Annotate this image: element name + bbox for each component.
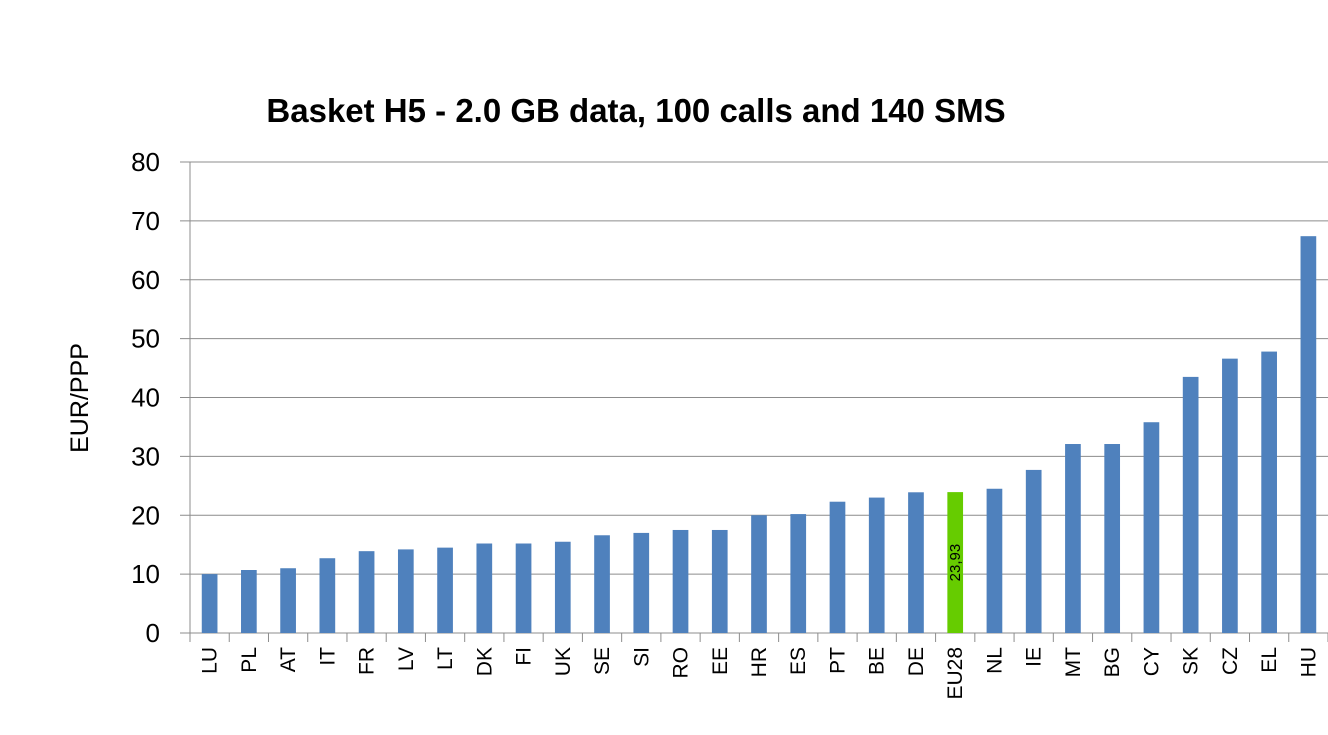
bar-de — [908, 492, 924, 633]
x-axis-ticks: LU PL AT IT FR LV LT DK FI UK SE SI RO EE HR ES PT BE DE EU… — [199, 647, 1321, 700]
x-tick-label: FR — [356, 647, 379, 675]
bar-lt — [437, 547, 453, 633]
bar-es — [790, 514, 807, 633]
bar-uk — [554, 541, 571, 633]
y-tick-label: 40 — [131, 383, 160, 413]
x-tick-label: IT — [316, 647, 339, 666]
bar-be — [868, 497, 885, 633]
bar-se — [594, 535, 610, 633]
x-tick-label: SE — [591, 647, 614, 675]
bar-it — [319, 558, 336, 633]
y-tick-label: 10 — [131, 559, 160, 589]
bar-nl — [986, 488, 1003, 633]
y-axis-label: EUR/PPP — [66, 343, 94, 453]
x-tick-label: FI — [513, 647, 536, 666]
x-tick-label: BE — [866, 647, 889, 675]
y-tick-label: 30 — [131, 441, 160, 471]
x-tick-label: HU — [1297, 647, 1320, 677]
bar-eu28 — [947, 492, 964, 633]
x-tick-label: BG — [1101, 647, 1124, 677]
bar-fi — [515, 543, 532, 633]
x-tick-label: LU — [199, 647, 222, 674]
bar-pt — [829, 501, 846, 633]
bars — [201, 236, 1317, 633]
x-tick-label: IE — [1023, 647, 1046, 667]
x-tick-label: UK — [552, 647, 575, 676]
y-tick-label: 20 — [131, 500, 160, 530]
bar-hr — [751, 515, 767, 633]
x-tick-label: CY — [1140, 647, 1163, 676]
bar-fr — [358, 551, 375, 633]
y-tick-label: 50 — [131, 324, 160, 354]
bar-dk — [476, 543, 493, 633]
y-tick-label: 0 — [146, 618, 160, 648]
x-tick-label: PT — [826, 647, 849, 674]
x-tick-label: HR — [748, 647, 771, 677]
x-tick-label: AT — [277, 647, 300, 672]
x-tick-label: LV — [395, 647, 418, 671]
x-tick-label: DE — [905, 647, 928, 676]
x-tick-label: MT — [1062, 647, 1085, 677]
bar-at — [280, 568, 296, 633]
x-tick-label: SK — [1180, 647, 1203, 675]
bar-cy — [1143, 422, 1160, 633]
bar-ee — [711, 529, 728, 633]
y-tick-label: 80 — [131, 147, 160, 177]
x-tick-label: NL — [983, 647, 1006, 674]
chart-title: Basket H5 - 2.0 GB data, 100 calls and 1… — [266, 92, 1005, 129]
data-label: 23,93 — [947, 544, 964, 582]
x-tick-label: EU28 — [944, 647, 967, 700]
x-tick-label: PL — [238, 647, 261, 673]
bar-sk — [1182, 376, 1199, 633]
bar-si — [633, 532, 650, 633]
x-tick-label: EL — [1258, 647, 1281, 673]
x-tick-label: DK — [473, 647, 496, 676]
x-tick-label: RO — [670, 647, 693, 679]
bar-lv — [397, 549, 414, 633]
x-tick-label: SI — [630, 647, 653, 667]
bar-mt — [1065, 444, 1081, 633]
data-labels: 23,93 — [947, 544, 964, 582]
x-tick-label: LT — [434, 647, 457, 670]
x-tick-label: EE — [709, 647, 732, 675]
x-tick-label: ES — [787, 647, 810, 675]
bar-pl — [241, 570, 257, 633]
bar-bg — [1104, 444, 1121, 633]
x-tick-label: CZ — [1219, 647, 1242, 675]
y-tick-label: 60 — [131, 265, 160, 295]
bar-cz — [1222, 358, 1238, 633]
bar-ro — [672, 529, 689, 633]
bar-ie — [1025, 469, 1042, 633]
y-axis-ticks: 0 10 20 30 40 50 60 70 80 — [131, 147, 160, 648]
y-tick-label: 70 — [131, 206, 160, 236]
bar-el — [1261, 351, 1277, 633]
bar-lu — [201, 574, 218, 633]
bar-hu — [1300, 236, 1317, 633]
